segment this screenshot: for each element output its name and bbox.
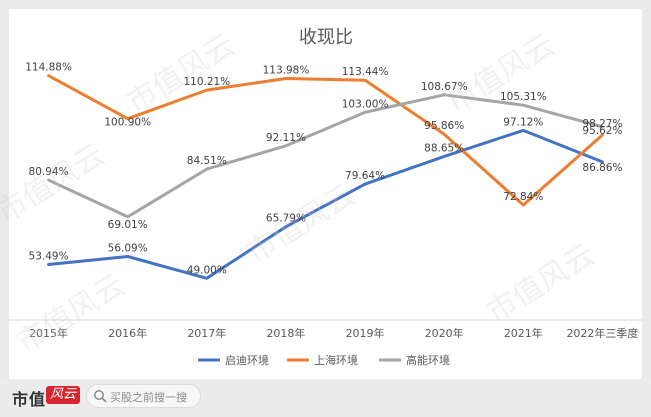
search-input[interactable]: 买股之前搜一搜 xyxy=(86,384,201,408)
data-label: 100.90% xyxy=(104,117,151,129)
data-label: 98.27% xyxy=(582,118,622,130)
brand-name: 市值 xyxy=(12,390,47,409)
data-label: 105.31% xyxy=(500,91,547,103)
x-tick-label: 2016年 xyxy=(108,326,147,340)
data-label: 72.84% xyxy=(503,191,543,203)
x-tick-label: 2017年 xyxy=(187,326,226,340)
data-label: 103.00% xyxy=(342,98,389,110)
x-tick-label: 2015年 xyxy=(29,326,68,340)
data-label: 95.86% xyxy=(424,120,464,132)
x-tick-label: 2019年 xyxy=(346,326,385,340)
x-tick-label: 2018年 xyxy=(266,326,305,340)
legend-label: 启迪环境 xyxy=(225,353,269,367)
data-label: 56.09% xyxy=(108,243,148,255)
data-label: 86.86% xyxy=(582,162,622,174)
data-label: 108.67% xyxy=(421,81,468,93)
data-label: 53.49% xyxy=(29,251,69,263)
series-line-2 xyxy=(47,74,604,207)
data-label: 79.64% xyxy=(345,170,385,182)
data-label: 80.94% xyxy=(29,166,69,178)
data-label: 113.98% xyxy=(263,65,310,77)
data-label: 49.00% xyxy=(187,264,227,276)
data-label: 97.12% xyxy=(503,116,543,128)
line-chart: 收现比 2015年 2016年 2017年 2018年 2019年 2020年 2021年 2… xyxy=(9,27,642,367)
legend-label: 高能环境 xyxy=(406,353,450,367)
x-tick-label: 2022年三季度 xyxy=(566,326,638,340)
data-label: 84.51% xyxy=(187,155,227,167)
search-placeholder: 买股之前搜一搜 xyxy=(110,391,187,404)
data-label: 88.65% xyxy=(424,142,464,154)
chart-card: 收现比 2015年 2016年 2017年 2018年 2019年 2020年 2021年 2… xyxy=(0,9,642,379)
chart-title: 收现比 xyxy=(299,27,353,48)
search-icon xyxy=(94,390,107,403)
data-label: 65.79% xyxy=(266,213,306,225)
chart-legend: 启迪环境 上海环境 高能环境 xyxy=(198,353,450,367)
data-label: 110.21% xyxy=(183,76,230,88)
x-tick-label: 2021年 xyxy=(504,326,543,340)
data-label: 69.01% xyxy=(108,219,148,231)
brand-logo: 风云 xyxy=(46,386,80,404)
series-line-3 xyxy=(47,93,604,219)
legend-label: 上海环境 xyxy=(314,353,358,367)
footer-bar: 市值 风云 买股之前搜一搜 xyxy=(0,379,651,417)
data-label: 113.44% xyxy=(342,66,389,78)
data-label: 95.62% xyxy=(582,125,622,137)
data-label: 92.11% xyxy=(266,132,306,144)
data-label: 114.88% xyxy=(25,62,72,74)
x-tick-label: 2020年 xyxy=(425,326,464,340)
series-line-1 xyxy=(47,128,604,280)
